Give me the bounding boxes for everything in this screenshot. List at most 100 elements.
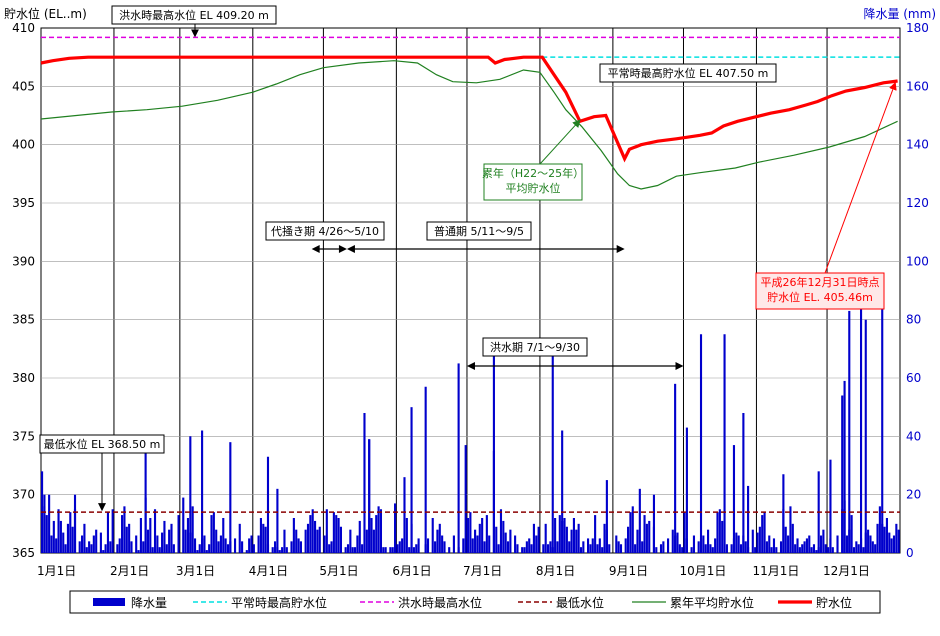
rain-bar (831, 547, 834, 553)
x-tick-label: 4月1日 (249, 564, 288, 578)
rain-bar (292, 518, 295, 553)
current-level-label-box (755, 272, 885, 310)
rain-bar (521, 547, 524, 553)
rain-bar (403, 477, 406, 553)
rain-bar (638, 488, 641, 553)
period-shirokaki-label-text: 代掻き期 4/26～5/10 (271, 224, 379, 238)
rain-bar (332, 512, 335, 553)
rain-bar (662, 541, 665, 553)
rain-bar (43, 494, 46, 553)
rain-bar (466, 518, 470, 553)
rain-bar (278, 550, 281, 553)
x-tick-label: 9月1日 (609, 564, 648, 578)
x-tick-label: 8月1日 (536, 564, 575, 578)
rain-bar (415, 544, 418, 553)
shirokaki-arrow-left-head (311, 245, 320, 253)
rain-bar (208, 544, 211, 553)
rain-bar (205, 550, 208, 553)
rain-bar (796, 538, 799, 553)
rain-bar (248, 538, 251, 553)
rain-bar (577, 523, 580, 553)
rain-bar (92, 535, 95, 553)
rain-bar (191, 506, 194, 553)
rain-bar (596, 544, 599, 553)
rain-bar (344, 547, 347, 553)
rain-bar (224, 538, 227, 553)
rain-bar (219, 535, 222, 553)
rain-bar (841, 395, 844, 553)
rain-bar (843, 380, 846, 553)
rain-bar (229, 442, 232, 553)
legend-label: 累年平均貯水位 (670, 595, 754, 610)
rain-bar (349, 529, 352, 553)
futsuu-arrow-left-head (346, 245, 355, 253)
x-tick-label: 11月1日 (752, 564, 799, 578)
rain-bar (417, 538, 420, 553)
period-futsuu-label-box (426, 221, 532, 241)
rain-bar (549, 541, 552, 553)
rain-bar (377, 506, 380, 553)
legend-label: 最低水位 (556, 595, 604, 610)
rain-bar (791, 523, 794, 553)
rain-bar (725, 544, 728, 553)
left-tick-label: 375 (12, 429, 35, 443)
x-tick-label: 3月1日 (176, 564, 215, 578)
rain-bar (772, 538, 776, 553)
kouzui-arrow-right-head (675, 362, 684, 370)
rain-bar (744, 541, 747, 553)
rain-bar (504, 532, 507, 553)
rain-bar (704, 544, 707, 553)
rain-bar (330, 541, 333, 553)
rain-bar (558, 515, 561, 553)
rain-bar (161, 532, 164, 553)
rain-bar (481, 518, 484, 553)
rain-bar (412, 547, 415, 553)
rain-bar (316, 529, 319, 553)
rain-bar (770, 547, 773, 553)
rain-bar (756, 532, 759, 553)
rain-bar (163, 520, 166, 553)
rain-bar (474, 529, 477, 553)
rain-bar (801, 544, 804, 553)
rain-bar (683, 512, 686, 553)
rain-bar (102, 550, 105, 553)
x-tick-label: 1月1日 (37, 564, 76, 578)
rain-bar (509, 529, 512, 553)
rain-bar (158, 547, 161, 553)
rain-bar (356, 535, 359, 553)
rain-bar (424, 386, 427, 553)
rain-bar (586, 538, 590, 553)
rain-bar (805, 538, 808, 553)
right-axis-label: 降水量 (mm) (863, 7, 936, 21)
rain-bar (478, 523, 481, 553)
rain-bar (410, 407, 413, 553)
rain-bar (389, 547, 392, 553)
rain-bar (135, 535, 138, 553)
legend-swatch-rain (93, 598, 125, 606)
average-label-arrow (539, 119, 581, 165)
rain-bar (874, 544, 877, 553)
rain-bar (629, 512, 632, 553)
rain-bar (71, 526, 74, 553)
rain-bar (85, 547, 88, 553)
rain-bar (281, 547, 284, 553)
period-kouzui-label-box (482, 337, 588, 357)
rain-bar (241, 541, 244, 553)
rain-bar (106, 512, 110, 553)
rain-bar (890, 538, 893, 553)
rain-bar (299, 541, 302, 553)
rain-bar (64, 544, 67, 553)
rain-bar (339, 526, 343, 553)
rain-bar (434, 541, 437, 553)
rain-bar (716, 512, 719, 553)
shirokaki-arrow-right-head (338, 245, 347, 253)
rain-bar (488, 535, 491, 553)
rain-bar (222, 518, 225, 553)
right-tick-label: 160 (906, 79, 929, 93)
rain-bar (104, 544, 107, 553)
rain-bar (271, 547, 274, 553)
rain-bar (859, 308, 863, 553)
rain-bar (798, 547, 801, 553)
rain-bar (436, 529, 439, 553)
